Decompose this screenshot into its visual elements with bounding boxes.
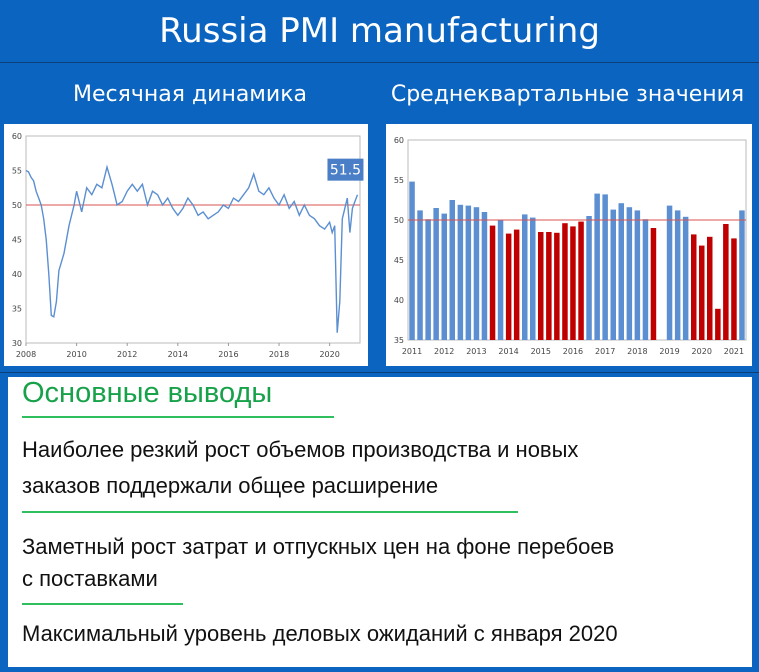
x-tick-label: 2017 xyxy=(595,347,615,356)
quarter-bar xyxy=(546,232,552,340)
y-tick-label: 50 xyxy=(12,201,22,210)
quarter-bar xyxy=(610,209,616,340)
latest-value-label: 51.5 xyxy=(330,163,361,179)
y-tick-label: 55 xyxy=(394,176,404,185)
subtitle-quarterly: Среднеквартальные значения xyxy=(390,82,745,107)
monthly-chart-panel: 30 35 40 45 50 55 60 2008 2010 2012 2014 2016 2018 20… xyxy=(4,124,368,366)
monthly-line-chart: 30 35 40 45 50 55 60 2008 2010 2012 2014 2016 2018 20… xyxy=(12,132,364,359)
quarter-bar xyxy=(650,228,657,340)
y-tick-label: 40 xyxy=(12,270,22,279)
quarter-bar xyxy=(457,204,464,340)
quarter-bar xyxy=(618,203,624,340)
quarter-bar xyxy=(674,210,681,340)
x-tick-label: 2018 xyxy=(269,350,289,359)
quarterly-bar-chart: 35 40 45 50 55 60 2011 2012 2013 2014 2015 2016 2017… xyxy=(394,136,747,356)
quarter-bar xyxy=(530,217,536,340)
x-tick-label: 2020 xyxy=(692,347,712,356)
quarter-bar xyxy=(554,232,560,340)
y-tick-label: 40 xyxy=(394,296,404,305)
conclusion-3-line1: Максимальный уровень деловых ожиданий с … xyxy=(22,621,618,646)
divider xyxy=(0,372,759,373)
quarter-bar xyxy=(602,194,608,340)
heading-underline xyxy=(22,416,334,418)
quarter-bar xyxy=(739,210,745,340)
x-tick-label: 2012 xyxy=(434,347,454,356)
x-tick-label: 2018 xyxy=(627,347,647,356)
x-tick-label: 2008 xyxy=(16,350,36,359)
quarter-bar xyxy=(417,210,423,340)
conclusion-divider xyxy=(22,603,183,605)
quarter-bar xyxy=(425,219,431,340)
quarter-bar xyxy=(682,216,689,340)
y-tick-label: 55 xyxy=(12,167,22,176)
divider xyxy=(0,62,759,63)
x-tick-label: 2021 xyxy=(724,347,744,356)
quarter-bar xyxy=(699,245,705,340)
x-tick-label: 2013 xyxy=(466,347,486,356)
x-tick-label: 2015 xyxy=(531,347,551,356)
quarter-bar xyxy=(626,207,633,340)
y-tick-label: 30 xyxy=(12,339,22,348)
y-tick-label: 45 xyxy=(394,256,404,265)
quarter-bar xyxy=(409,181,415,340)
quarter-bar xyxy=(562,223,568,340)
x-tick-label: 2020 xyxy=(319,350,339,359)
quarterly-chart-panel: 35 40 45 50 55 60 2011 2012 2013 2014 2015 2016 2017… xyxy=(386,124,752,366)
quarter-bar xyxy=(707,236,713,340)
conclusion-divider xyxy=(22,511,518,513)
quarter-bar xyxy=(578,221,584,340)
quarter-bar xyxy=(538,232,544,340)
quarter-bar xyxy=(465,205,472,340)
y-tick-label: 60 xyxy=(12,132,22,141)
quarter-bar xyxy=(731,238,737,340)
quarter-bar xyxy=(586,216,592,340)
conclusion-1-line2: заказов поддержали общее расширение xyxy=(22,473,439,498)
y-tick-label: 35 xyxy=(394,336,404,345)
y-tick-label: 60 xyxy=(394,136,404,145)
conclusions-heading: Основные выводы xyxy=(22,377,273,409)
quarter-bar xyxy=(715,308,721,340)
x-tick-label: 2014 xyxy=(498,347,518,356)
quarter-bar xyxy=(522,214,528,340)
x-tick-label: 2014 xyxy=(168,350,188,359)
page-title: Russia PMI manufacturing xyxy=(0,0,759,62)
plot-area xyxy=(25,135,361,344)
quarter-bar xyxy=(473,207,480,340)
y-tick-label: 35 xyxy=(12,305,22,314)
quarter-bar xyxy=(570,226,576,340)
quarter-bar xyxy=(489,225,496,340)
quarter-bar xyxy=(723,224,729,340)
x-tick-label: 2016 xyxy=(218,350,238,359)
quarter-bar xyxy=(449,200,455,340)
quarter-bar xyxy=(634,210,641,340)
x-tick-label: 2010 xyxy=(66,350,86,359)
conclusion-2-line1: Заметный рост затрат и отпускных цен на … xyxy=(22,534,615,559)
quarter-bar xyxy=(594,193,600,340)
quarter-bar xyxy=(642,219,649,340)
x-tick-label: 2016 xyxy=(563,347,583,356)
y-tick-label: 50 xyxy=(394,216,404,225)
quarter-bar xyxy=(433,208,439,340)
subtitle-monthly: Месячная динамика xyxy=(73,82,307,107)
latest-value-callout xyxy=(327,158,364,181)
conclusions-panel: Основные выводы Наиболее резкий рост объ… xyxy=(8,377,752,667)
x-tick-label: 2012 xyxy=(117,350,137,359)
conclusion-1-line1: Наиболее резкий рост объемов производств… xyxy=(22,437,579,462)
conclusion-2-line2: с поставками xyxy=(22,566,158,591)
quarter-bar xyxy=(481,212,488,340)
plot-area xyxy=(407,139,747,341)
quarter-bar xyxy=(497,220,504,340)
x-tick-label: 2019 xyxy=(659,347,679,356)
quarter-bar xyxy=(441,213,447,340)
quarter-bar xyxy=(666,205,673,340)
pmi-series-line xyxy=(25,164,359,333)
y-tick-label: 45 xyxy=(12,236,22,245)
quarter-bar xyxy=(505,233,512,340)
quarter-bar xyxy=(513,229,520,340)
x-tick-label: 2011 xyxy=(402,347,422,356)
quarter-bar xyxy=(691,234,697,340)
